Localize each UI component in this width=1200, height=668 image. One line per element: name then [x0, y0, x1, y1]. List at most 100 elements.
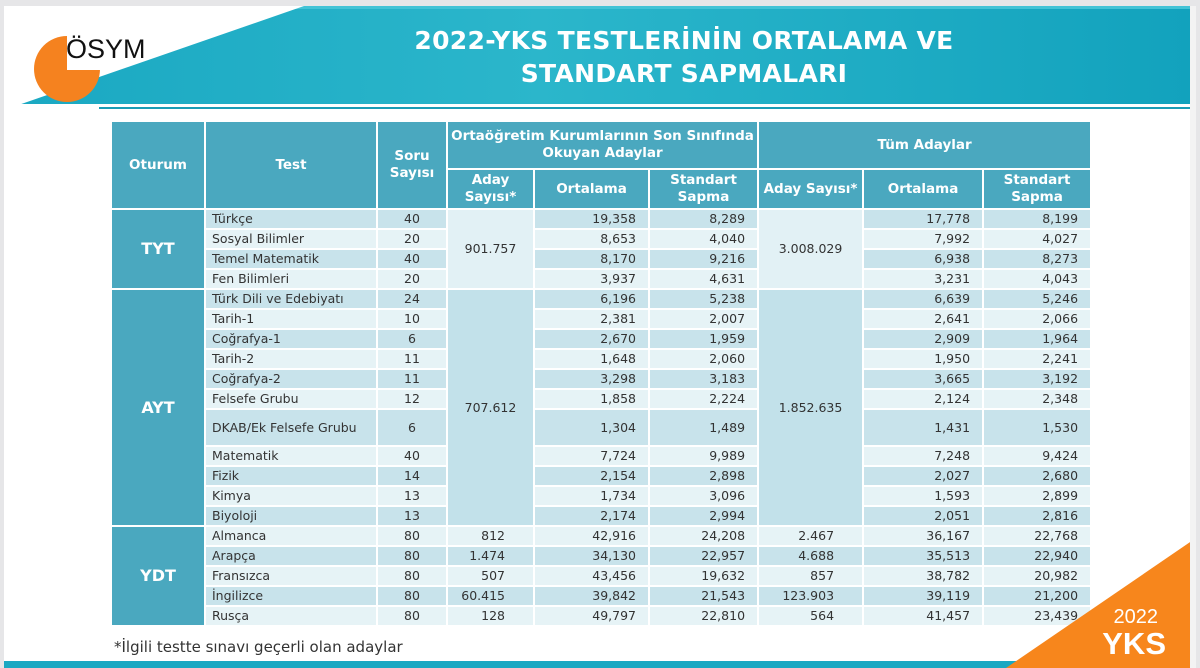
soru-sayisi: 13 [376, 485, 448, 507]
header-group-tum-adaylar: Tüm Adaylar [757, 120, 1093, 170]
header-oturum: Oturum [110, 120, 206, 210]
son-sinif-sapma: 8,289 [647, 208, 760, 230]
tum-sapma: 1,964 [982, 328, 1093, 350]
test-name: Coğrafya-1 [204, 328, 378, 350]
son-sinif-aday-sayisi: 128 [446, 605, 535, 627]
son-sinif-sapma: 1,959 [647, 328, 760, 350]
tum-ortalama: 2,051 [862, 505, 985, 527]
tum-sapma: 5,246 [982, 288, 1093, 310]
table-row: Arapça 80 1.474 34,130 22,957 4.688 35,5… [111, 545, 1093, 567]
soru-sayisi: 20 [376, 228, 448, 250]
tum-ortalama: 41,457 [862, 605, 985, 627]
session-ayt: AYT [110, 288, 206, 527]
son-sinif-ortalama: 34,130 [533, 545, 650, 567]
tum-sapma: 2,816 [982, 505, 1093, 527]
soru-sayisi: 6 [376, 408, 448, 447]
soru-sayisi: 20 [376, 268, 448, 290]
tum-ortalama: 36,167 [862, 525, 985, 547]
son-sinif-sapma: 2,994 [647, 505, 760, 527]
test-name: Fizik [204, 465, 378, 487]
session-tyt: TYT [110, 208, 206, 290]
table-row: Tarih-1 10 2,381 2,007 2,641 2,066 [111, 308, 1093, 330]
stats-table: Oturum Test Soru Sayısı Ortaöğretim Kuru… [110, 120, 1093, 627]
test-name: Sosyal Bilimler [204, 228, 378, 250]
tum-sapma: 2,241 [982, 348, 1093, 370]
session-ydt: YDT [110, 525, 206, 627]
footer-bar [4, 661, 1196, 668]
son-sinif-sapma: 3,096 [647, 485, 760, 507]
title-line-2: STANDART SAPMALARI [520, 59, 848, 88]
header-aday-sayisi-1: Aday Sayısı* [446, 168, 535, 210]
soru-sayisi: 11 [376, 368, 448, 390]
tum-aday-sayisi: 564 [757, 605, 865, 627]
table-row: Rusça 80 128 49,797 22,810 564 41,457 23… [111, 605, 1093, 627]
son-sinif-aday-sayisi: 507 [446, 565, 535, 587]
son-sinif-ortalama: 43,456 [533, 565, 650, 587]
son-sinif-aday-sayisi: 707.612 [446, 288, 535, 527]
soru-sayisi: 12 [376, 388, 448, 410]
tum-aday-sayisi: 123.903 [757, 585, 865, 607]
tum-ortalama: 3,665 [862, 368, 985, 390]
son-sinif-ortalama: 2,174 [533, 505, 650, 527]
test-name: Felsefe Grubu [204, 388, 378, 410]
slide: ÖSYM 2022-YKS TESTLERİNİN ORTALAMA VE ST… [4, 6, 1196, 668]
tum-ortalama: 2,909 [862, 328, 985, 350]
test-name: Fen Bilimleri [204, 268, 378, 290]
test-name: Temel Matematik [204, 248, 378, 270]
son-sinif-ortalama: 6,196 [533, 288, 650, 310]
soru-sayisi: 13 [376, 505, 448, 527]
test-name: Kimya [204, 485, 378, 507]
son-sinif-ortalama: 1,734 [533, 485, 650, 507]
son-sinif-sapma: 4,631 [647, 268, 760, 290]
table-row: Sosyal Bilimler 20 8,653 4,040 7,992 4,0… [111, 228, 1093, 250]
soru-sayisi: 80 [376, 585, 448, 607]
soru-sayisi: 11 [376, 348, 448, 370]
logo-cutout [67, 36, 101, 70]
right-edge [1190, 6, 1196, 668]
tum-ortalama: 2,124 [862, 388, 985, 410]
tum-sapma: 8,199 [982, 208, 1093, 230]
son-sinif-sapma: 21,543 [647, 585, 760, 607]
son-sinif-sapma: 9,216 [647, 248, 760, 270]
header-test: Test [204, 120, 378, 210]
footnote: *İlgili testte sınavı geçerli olan adayl… [114, 638, 403, 656]
test-name: Türk Dili ve Edebiyatı [204, 288, 378, 310]
page-title: 2022-YKS TESTLERİNİN ORTALAMA VE STANDAR… [304, 24, 1064, 90]
table-row: Matematik 40 7,724 9,989 7,248 9,424 [111, 445, 1093, 467]
son-sinif-ortalama: 2,381 [533, 308, 650, 330]
soru-sayisi: 80 [376, 545, 448, 567]
son-sinif-ortalama: 2,154 [533, 465, 650, 487]
soru-sayisi: 80 [376, 605, 448, 627]
logo-text: ÖSYM [66, 34, 146, 64]
son-sinif-sapma: 19,632 [647, 565, 760, 587]
tum-sapma: 1,530 [982, 408, 1093, 447]
title-line-1: 2022-YKS TESTLERİNİN ORTALAMA VE [414, 26, 954, 55]
table-row: Kimya 13 1,734 3,096 1,593 2,899 [111, 485, 1093, 507]
son-sinif-aday-sayisi: 812 [446, 525, 535, 547]
table-row: İngilizce 80 60.415 39,842 21,543 123.90… [111, 585, 1093, 607]
tum-sapma: 4,043 [982, 268, 1093, 290]
son-sinif-aday-sayisi: 1.474 [446, 545, 535, 567]
tum-ortalama: 7,992 [862, 228, 985, 250]
son-sinif-ortalama: 1,858 [533, 388, 650, 410]
tum-ortalama: 6,639 [862, 288, 985, 310]
son-sinif-sapma: 22,957 [647, 545, 760, 567]
soru-sayisi: 40 [376, 248, 448, 270]
tum-ortalama: 1,950 [862, 348, 985, 370]
son-sinif-ortalama: 2,670 [533, 328, 650, 350]
tum-ortalama: 7,248 [862, 445, 985, 467]
soru-sayisi: 40 [376, 208, 448, 230]
osym-logo [34, 32, 101, 102]
tum-aday-sayisi: 3.008.029 [757, 208, 865, 290]
son-sinif-sapma: 5,238 [647, 288, 760, 310]
test-name: Almanca [204, 525, 378, 547]
son-sinif-ortalama: 39,842 [533, 585, 650, 607]
son-sinif-sapma: 2,007 [647, 308, 760, 330]
son-sinif-aday-sayisi: 60.415 [446, 585, 535, 607]
header-ortalama-2: Ortalama [862, 168, 985, 210]
tum-ortalama: 1,431 [862, 408, 985, 447]
tum-ortalama: 38,782 [862, 565, 985, 587]
son-sinif-ortalama: 19,358 [533, 208, 650, 230]
header-soru-sayisi: Soru Sayısı [376, 120, 448, 210]
soru-sayisi: 24 [376, 288, 448, 310]
